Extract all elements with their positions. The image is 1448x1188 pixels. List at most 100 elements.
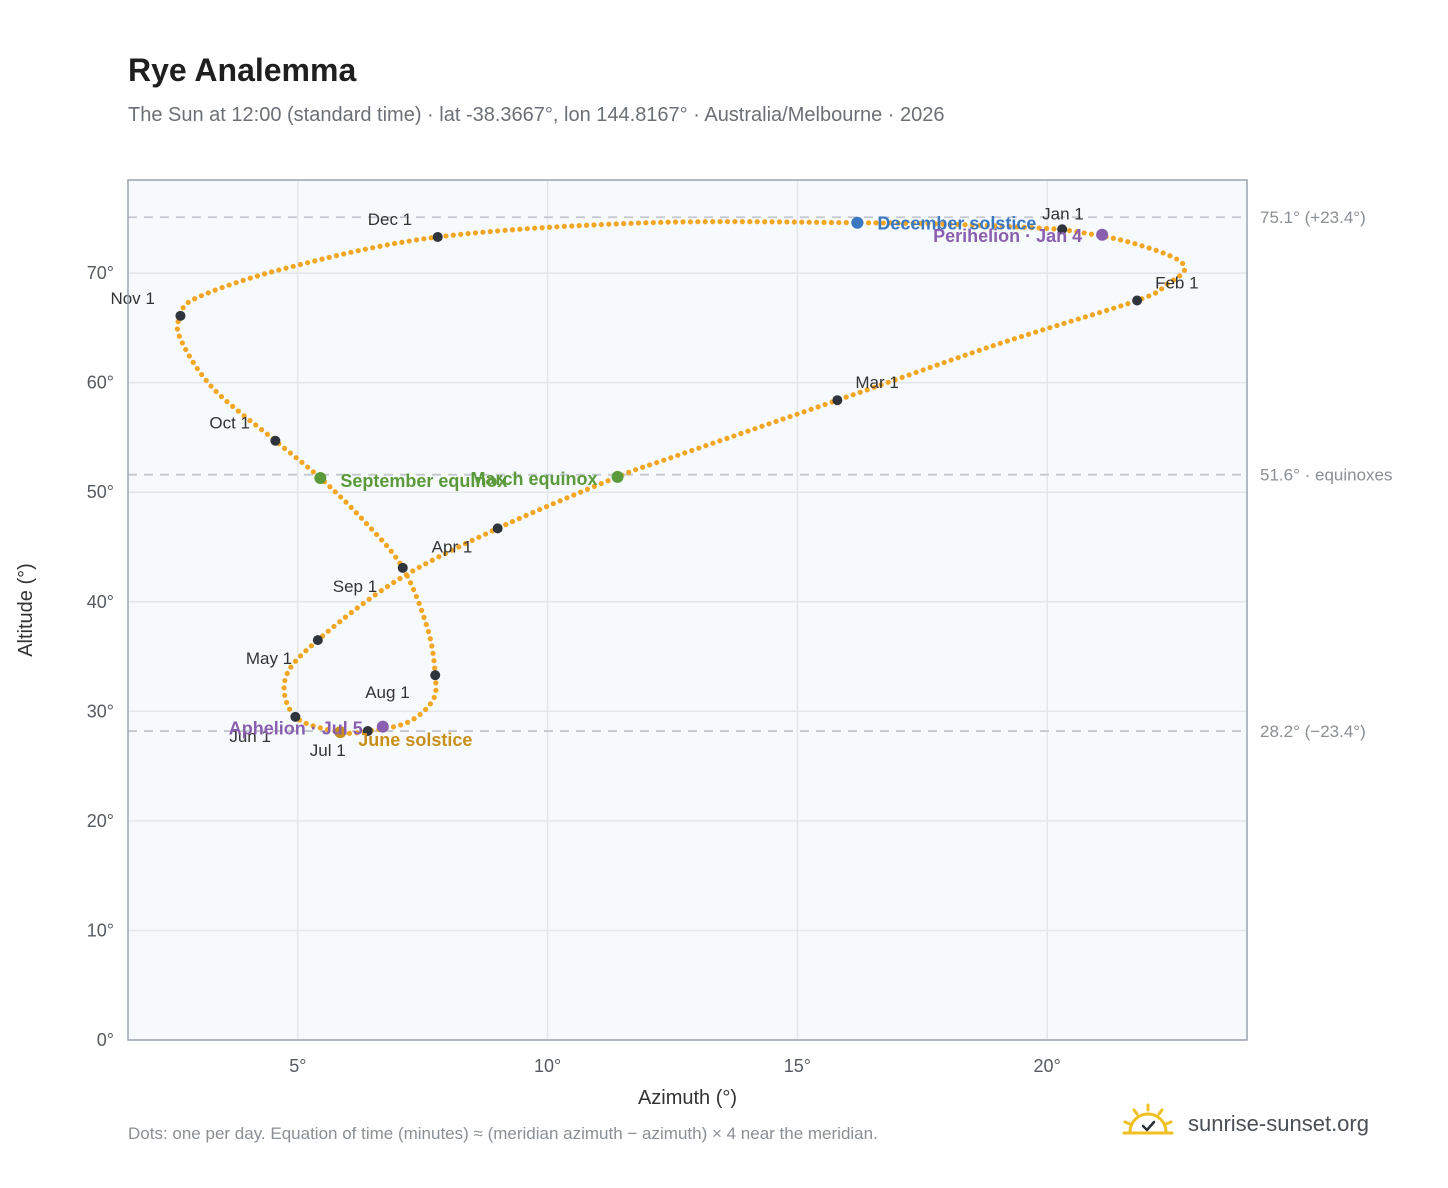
daily-dot bbox=[299, 459, 305, 465]
month-dot bbox=[312, 635, 323, 646]
daily-dot bbox=[226, 282, 232, 288]
daily-dot bbox=[977, 222, 983, 228]
daily-dot bbox=[325, 628, 331, 634]
daily-dot bbox=[1025, 331, 1032, 337]
daily-dot bbox=[1066, 227, 1073, 234]
daily-dot bbox=[341, 251, 347, 257]
daily-dot bbox=[487, 228, 493, 235]
daily-dot bbox=[180, 305, 186, 311]
x-tick-label: 20° bbox=[1034, 1056, 1061, 1076]
daily-dot bbox=[1096, 309, 1103, 316]
footnote: Dots: one per day. Equation of time (min… bbox=[128, 1124, 878, 1143]
daily-dot bbox=[892, 377, 898, 383]
month-label: Apr 1 bbox=[432, 537, 473, 556]
reference-line-label: 75.1° (+23.4°) bbox=[1260, 208, 1366, 227]
daily-dot bbox=[469, 537, 475, 544]
daily-dot bbox=[224, 398, 230, 405]
daily-dot bbox=[419, 607, 425, 613]
daily-dot bbox=[205, 290, 211, 296]
daily-dot bbox=[1170, 277, 1177, 283]
brand[interactable]: sunrise-sunset.org bbox=[1122, 1103, 1369, 1144]
y-tick-label: 0° bbox=[97, 1030, 114, 1050]
daily-dot bbox=[927, 364, 933, 371]
daily-dot bbox=[806, 219, 812, 225]
daily-dot bbox=[1004, 338, 1010, 344]
daily-dot bbox=[984, 222, 990, 229]
daily-dot bbox=[358, 515, 365, 521]
daily-dot bbox=[399, 239, 405, 245]
y-tick-label: 40° bbox=[87, 592, 114, 612]
y-tick-label: 60° bbox=[87, 373, 114, 393]
daily-dot bbox=[658, 219, 664, 225]
event-label: March equinox bbox=[471, 469, 598, 489]
month-label: Jan 1 bbox=[1042, 204, 1084, 223]
daily-dot bbox=[472, 230, 479, 236]
daily-dot bbox=[303, 648, 309, 654]
daily-dot bbox=[784, 219, 790, 225]
month-label: Dec 1 bbox=[368, 210, 412, 229]
daily-dot bbox=[828, 219, 835, 226]
daily-dot bbox=[176, 333, 182, 339]
daily-dot bbox=[219, 284, 225, 291]
daily-dot bbox=[695, 219, 701, 225]
daily-dot bbox=[480, 229, 486, 235]
daily-dot bbox=[509, 518, 516, 525]
daily-dot bbox=[724, 218, 731, 225]
daily-dot bbox=[917, 220, 924, 227]
daily-dot bbox=[703, 443, 709, 449]
daily-dot bbox=[550, 501, 556, 507]
daily-dot bbox=[1089, 312, 1096, 318]
daily-dot bbox=[992, 223, 998, 229]
daily-dot bbox=[1118, 303, 1124, 309]
daily-dot bbox=[317, 725, 323, 731]
daily-dot bbox=[332, 489, 338, 495]
daily-dot bbox=[864, 387, 870, 393]
daily-dot bbox=[1111, 305, 1117, 311]
daily-dot bbox=[895, 220, 901, 226]
daily-dot bbox=[583, 222, 590, 228]
daily-dot bbox=[813, 219, 820, 225]
daily-dot bbox=[218, 394, 225, 400]
brand-name: sunrise-sunset.org bbox=[1188, 1111, 1369, 1136]
daily-dot bbox=[913, 369, 919, 376]
daily-dot bbox=[411, 716, 417, 722]
daily-dot bbox=[383, 542, 390, 549]
daily-dot bbox=[557, 498, 563, 504]
y-tick-label: 70° bbox=[87, 263, 114, 283]
daily-dot bbox=[198, 293, 205, 299]
daily-dot bbox=[449, 547, 455, 553]
daily-dot bbox=[208, 383, 214, 389]
daily-dot bbox=[808, 406, 814, 412]
daily-dot bbox=[462, 541, 469, 547]
month-dot bbox=[290, 711, 301, 722]
daily-dot bbox=[379, 537, 385, 543]
month-dot bbox=[430, 670, 441, 681]
daily-dot bbox=[368, 526, 375, 532]
daily-dot bbox=[185, 299, 191, 306]
daily-dot bbox=[346, 730, 353, 736]
daily-dot bbox=[348, 249, 354, 255]
daily-dot bbox=[427, 636, 433, 642]
daily-dot bbox=[836, 219, 842, 226]
daily-dot bbox=[717, 438, 723, 444]
daily-dot bbox=[969, 222, 976, 228]
daily-dot bbox=[442, 550, 449, 557]
daily-dot bbox=[628, 220, 634, 226]
month-dot bbox=[1132, 295, 1143, 306]
daily-dot bbox=[378, 588, 384, 594]
month-label: Feb 1 bbox=[1155, 274, 1198, 293]
month-dot bbox=[1057, 224, 1068, 235]
daily-dot bbox=[287, 706, 293, 712]
daily-dot bbox=[436, 554, 442, 560]
month-label: Nov 1 bbox=[110, 289, 154, 308]
daily-dot bbox=[192, 296, 198, 302]
month-dot bbox=[175, 310, 186, 321]
daily-dot bbox=[416, 564, 422, 570]
daily-dot bbox=[432, 665, 438, 671]
daily-dot bbox=[319, 256, 325, 262]
daily-dot bbox=[1160, 250, 1166, 256]
daily-dot bbox=[1164, 281, 1170, 287]
daily-dot bbox=[390, 724, 397, 730]
daily-dot bbox=[1033, 329, 1039, 335]
daily-dot bbox=[331, 623, 337, 630]
